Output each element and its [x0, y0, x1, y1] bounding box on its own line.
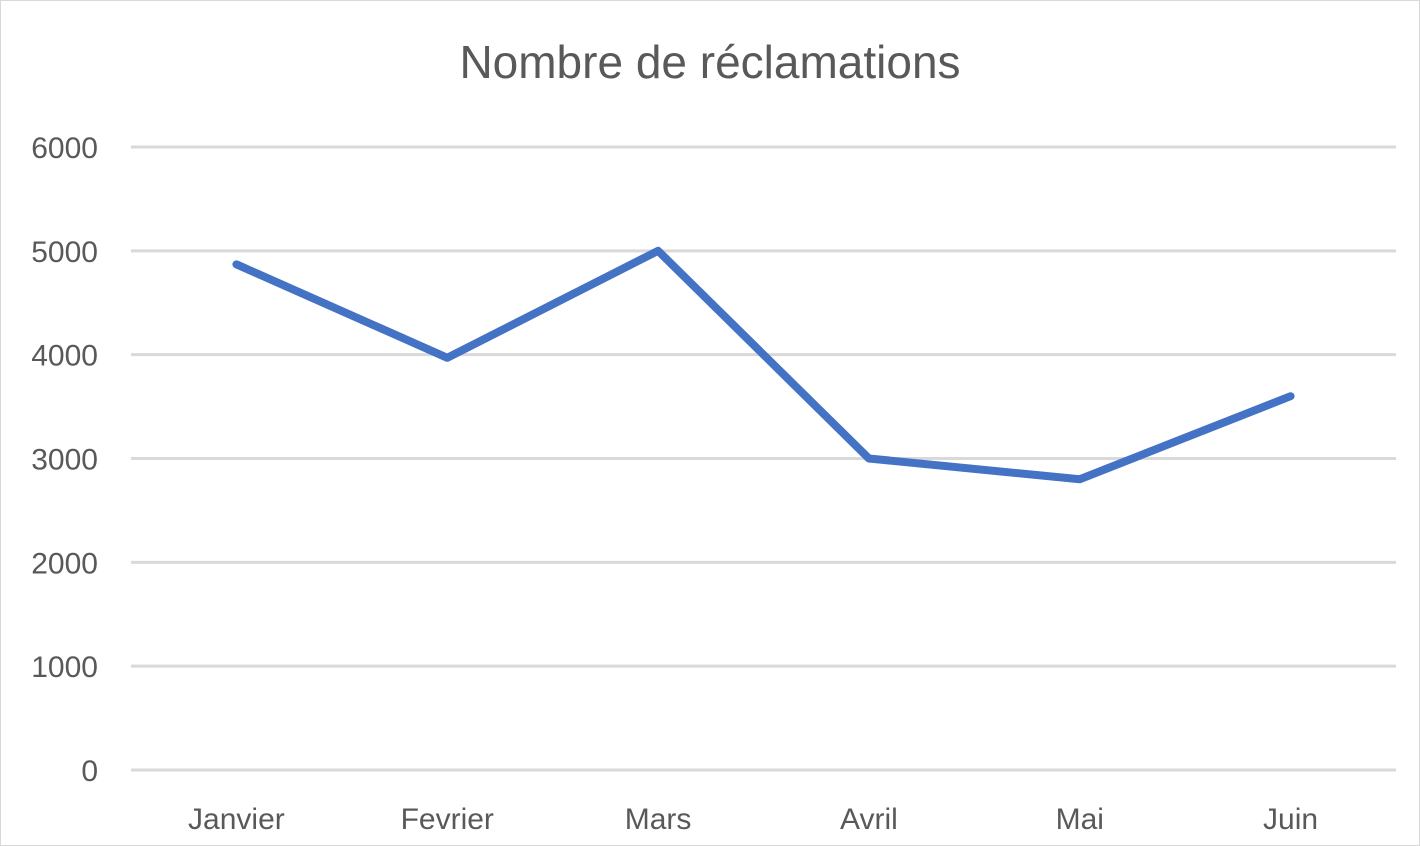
- y-tick-label: 6000: [31, 132, 98, 165]
- y-tick-label: 5000: [31, 236, 98, 269]
- x-axis-tick-labels: Janvier Fevrier Mars Avril Mai Juin: [188, 803, 1318, 836]
- y-tick-label: 3000: [31, 444, 98, 477]
- y-tick-label: 1000: [31, 651, 98, 684]
- y-axis-tick-labels: 0 1000 2000 3000 4000 5000 6000: [31, 132, 98, 788]
- y-tick-label: 4000: [31, 340, 98, 373]
- x-tick-label: Juin: [1263, 803, 1318, 836]
- x-tick-label: Fevrier: [401, 803, 494, 836]
- x-tick-label: Mai: [1056, 803, 1104, 836]
- chart-title: Nombre de réclamations: [459, 36, 961, 88]
- series-layer: [232, 246, 1295, 484]
- y-tick-label: 0: [81, 755, 98, 788]
- x-tick-label: Mars: [625, 803, 692, 836]
- x-tick-label: Avril: [840, 803, 898, 836]
- series-line-0: [232, 246, 1295, 484]
- x-tick-label: Janvier: [188, 803, 285, 836]
- y-tick-label: 2000: [31, 547, 98, 580]
- gridlines: [131, 145, 1396, 772]
